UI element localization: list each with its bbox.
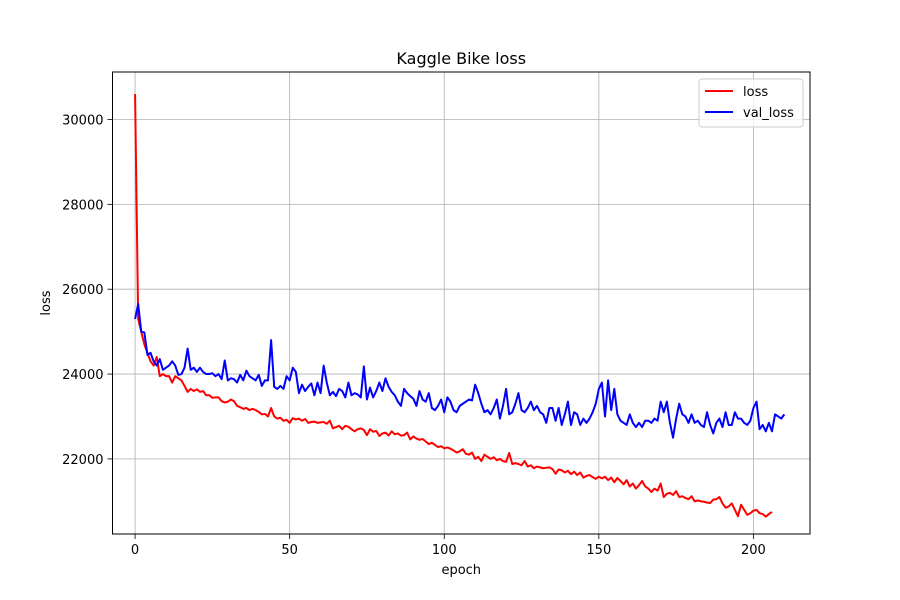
x-tick-label: 50 (281, 543, 298, 558)
series-line-val-loss (134, 303, 786, 439)
y-tick-label: 26000 (62, 283, 103, 298)
y-tick-label: 28000 (62, 198, 103, 213)
x-tick-label: 100 (432, 543, 457, 558)
series-lines (134, 94, 786, 518)
y-axis-label: loss (39, 290, 54, 315)
chart-title: Kaggle Bike loss (396, 49, 526, 68)
y-tick-label: 30000 (62, 114, 103, 129)
series-line-loss (134, 94, 773, 518)
x-axis-label: epoch (441, 563, 481, 578)
y-axis-ticks: 22000 24000 26000 28000 30000 (62, 114, 113, 468)
plot-frame (112, 71, 811, 535)
grid (112, 72, 810, 534)
x-tick-label: 200 (741, 543, 766, 558)
y-tick-label: 24000 (62, 368, 103, 383)
legend-label-val-loss: val_loss (743, 106, 794, 121)
y-tick-label: 22000 (62, 453, 103, 468)
x-axis-ticks: 0 50 100 150 200 (131, 534, 766, 558)
legend: loss val_loss (698, 78, 804, 128)
x-tick-label: 150 (586, 543, 611, 558)
legend-label-loss: loss (743, 85, 768, 100)
x-tick-label: 0 (131, 543, 139, 558)
